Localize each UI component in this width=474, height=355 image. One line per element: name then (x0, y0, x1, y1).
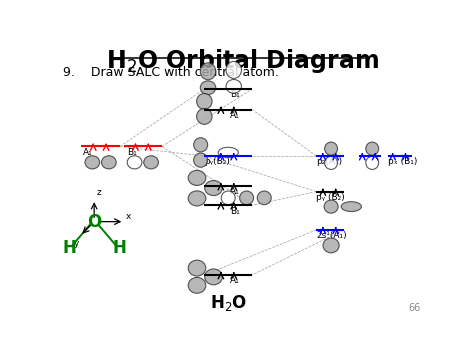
Text: pᵧ (B₂): pᵧ (B₂) (316, 193, 345, 202)
Ellipse shape (205, 180, 222, 196)
Text: A₁: A₁ (230, 111, 240, 120)
Ellipse shape (144, 156, 158, 169)
Text: H$_2$O Orbital Diagram: H$_2$O Orbital Diagram (107, 47, 379, 75)
Ellipse shape (366, 156, 379, 169)
Text: B₁: B₁ (127, 148, 137, 157)
Text: B₁: B₁ (230, 207, 240, 215)
Ellipse shape (221, 191, 235, 205)
Text: A₁: A₁ (230, 187, 240, 196)
Ellipse shape (325, 156, 337, 169)
Ellipse shape (188, 191, 206, 206)
Text: z: z (96, 188, 101, 197)
Ellipse shape (201, 63, 216, 80)
Ellipse shape (324, 200, 338, 213)
Ellipse shape (127, 156, 142, 169)
Ellipse shape (197, 93, 212, 109)
Ellipse shape (366, 142, 379, 155)
Text: A₁: A₁ (83, 148, 93, 157)
Text: y: y (74, 239, 79, 247)
Text: H: H (62, 239, 76, 257)
Ellipse shape (325, 142, 337, 155)
Ellipse shape (194, 138, 208, 152)
Ellipse shape (188, 277, 206, 293)
Ellipse shape (85, 156, 100, 169)
Ellipse shape (205, 269, 222, 285)
Ellipse shape (341, 202, 361, 212)
Ellipse shape (323, 238, 339, 253)
Ellipse shape (188, 170, 206, 185)
Text: pᵧ(B₂): pᵧ(B₂) (204, 157, 230, 166)
Text: O: O (87, 213, 101, 231)
Ellipse shape (201, 81, 216, 94)
Ellipse shape (188, 260, 206, 276)
Text: 9.    Draw SALC with central atom.: 9. Draw SALC with central atom. (63, 66, 279, 79)
Text: 66: 66 (409, 303, 421, 313)
Ellipse shape (101, 156, 116, 169)
Ellipse shape (240, 191, 254, 205)
Ellipse shape (257, 191, 271, 205)
Text: pₓ (B₁): pₓ (B₁) (388, 157, 418, 166)
Ellipse shape (218, 147, 238, 158)
Text: p₂(A₁): p₂(A₁) (316, 157, 343, 166)
Text: A₁: A₁ (230, 276, 240, 285)
Text: 2s¹(A₁): 2s¹(A₁) (316, 231, 347, 240)
Text: H$_2$O: H$_2$O (210, 293, 247, 313)
Ellipse shape (226, 61, 241, 78)
Text: x: x (126, 212, 131, 220)
Text: B₁: B₁ (230, 91, 240, 99)
Ellipse shape (197, 109, 212, 124)
Ellipse shape (194, 153, 208, 167)
Text: H: H (112, 239, 126, 257)
Ellipse shape (226, 80, 241, 93)
